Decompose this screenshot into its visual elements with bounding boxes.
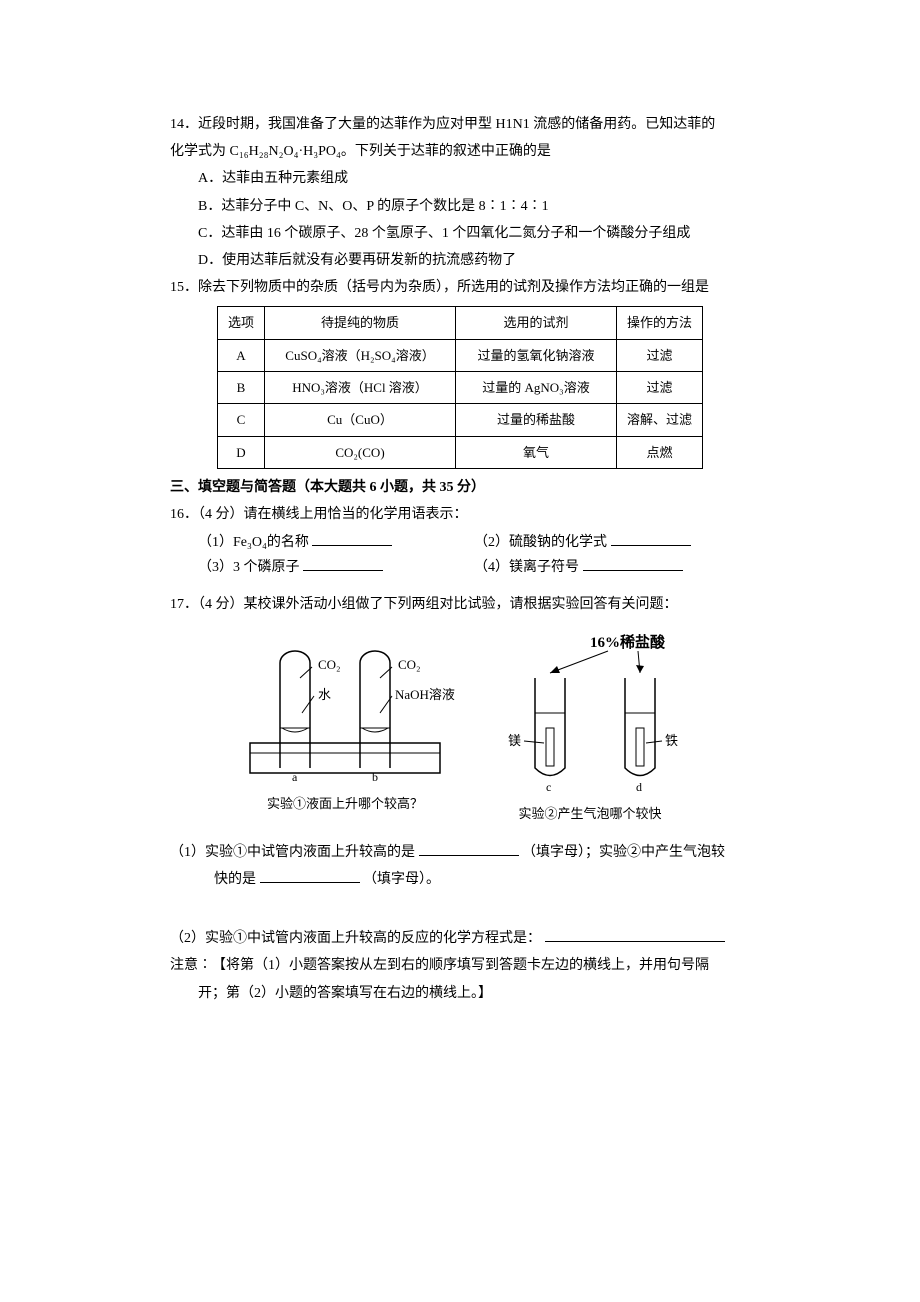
table-row: D CO₂(CO) 氧气 点燃	[217, 436, 702, 468]
exp2-caption: 实验②产生气泡哪个较快	[490, 802, 690, 825]
label-d: d	[636, 780, 642, 793]
table-row: 选项 待提纯的物质 选用的试剂 操作的方法	[217, 307, 702, 339]
blank	[419, 841, 519, 856]
q17-p1a: （1）实验①中试管内液面上升较高的是	[170, 845, 415, 860]
q14-opt-a: A．达菲由五种元素组成	[170, 166, 750, 191]
q17-p1b: （填字母）；实验②中产生气泡较	[522, 845, 725, 860]
q16-i3-label: （3）3 个磷原子	[198, 560, 300, 575]
water-label: 水	[318, 687, 331, 702]
cell-reagent: 氧气	[456, 436, 617, 468]
blank	[545, 927, 725, 942]
q17-p1c: 快的是	[214, 872, 256, 887]
q16-item4: （4）镁离子符号	[474, 555, 750, 580]
cell-sub: Cu（CuO）	[265, 404, 456, 436]
cell-sub: HNO₃溶液（HCl 溶液）	[265, 372, 456, 404]
table-row: A CuSO₄溶液（H₂SO₄溶液） 过量的氢氧化钠溶液 过滤	[217, 339, 702, 371]
cell-reagent: 过量的稀盐酸	[456, 404, 617, 436]
q17-figures: CO₂ CO₂ 水 NaOH溶液 a b 实验①液面上升哪个较高？ 16%稀盐酸	[170, 633, 750, 826]
q17-note-line2: 开；第（2）小题的答案填写在右边的横线上。】	[170, 981, 750, 1006]
hcl-label: 16%稀盐酸	[590, 633, 666, 651]
blank	[303, 556, 383, 571]
table-row: B HNO₃溶液（HCl 溶液） 过量的 AgNO₃溶液 过滤	[217, 372, 702, 404]
cell-reagent: 过量的氢氧化钠溶液	[456, 339, 617, 371]
q14-stem-line2: 化学式为 C₁₆H₂₈N₂O₄·H₃PO₄。下列关于达菲的叙述中正确的是	[170, 139, 750, 164]
q17-stem: 17．（4 分）某校课外活动小组做了下列两组对比试验，请根据实验回答有关问题：	[170, 592, 750, 617]
cell-op: 溶解、过滤	[617, 404, 703, 436]
blank	[312, 531, 392, 546]
cell-opt: D	[217, 436, 264, 468]
table-row: C Cu（CuO） 过量的稀盐酸 溶解、过滤	[217, 404, 702, 436]
fe-label: 铁	[665, 733, 678, 748]
cell-opt: A	[217, 339, 264, 371]
cell-opt: C	[217, 404, 264, 436]
cell-sub: CO₂(CO)	[265, 436, 456, 468]
co2-label: CO₂	[398, 657, 421, 672]
q14-stem-line1: 14．近段时期，我国准备了大量的达菲作为应对甲型 H1N1 流感的储备用药。已知…	[170, 112, 750, 137]
q14-opt-b: B．达菲分子中 C、N、O、P 的原子个数比是 8∶1∶4∶1	[170, 194, 750, 219]
q16-i4-label: （4）镁离子符号	[474, 560, 579, 575]
co2-label: CO₂	[318, 657, 341, 672]
experiment2-figure: 16%稀盐酸 镁 铁 c d	[490, 633, 690, 826]
blank	[611, 531, 691, 546]
experiment1-figure: CO₂ CO₂ 水 NaOH溶液 a b 实验①液面上升哪个较高？	[230, 633, 460, 826]
q17-p2a: （2）实验①中试管内液面上升较高的反应的化学方程式是：	[170, 931, 541, 946]
q14-opt-c: C．达菲由 16 个碳原子、28 个氢原子、1 个四氧化二氮分子和一个磷酸分子组…	[170, 221, 750, 246]
q16-item2: （2）硫酸钠的化学式	[474, 530, 750, 555]
q17-part2: （2）实验①中试管内液面上升较高的反应的化学方程式是：	[170, 926, 750, 951]
q15-stem: 15．除去下列物质中的杂质（括号内为杂质），所选用的试剂及操作方法均正确的一组是	[170, 275, 750, 300]
q17-note-line1: 注意∶【将第（1）小题答案按从左到右的顺序填写到答题卡左边的横线上，并用句号隔	[170, 953, 750, 978]
section3-title: 三、填空题与简答题（本大题共 6 小题，共 35 分）	[170, 475, 750, 500]
q16-item3: （3）3 个磷原子	[198, 555, 474, 580]
label-b: b	[372, 770, 378, 783]
label-a: a	[292, 770, 298, 783]
cell-sub: CuSO₄溶液（H₂SO₄溶液）	[265, 339, 456, 371]
q16-item1: （1）Fe₃O₄的名称	[198, 530, 474, 555]
q16-stem: 16．（4 分）请在横线上用恰当的化学用语表示：	[170, 502, 750, 527]
cell-op: 过滤	[617, 372, 703, 404]
q17-part1-line1: （1）实验①中试管内液面上升较高的是 （填字母）；实验②中产生气泡较	[170, 840, 750, 865]
th-sub: 待提纯的物质	[265, 307, 456, 339]
blank	[583, 556, 683, 571]
cell-op: 点燃	[617, 436, 703, 468]
th-op: 操作的方法	[617, 307, 703, 339]
exp1-svg: CO₂ CO₂ 水 NaOH溶液 a b	[230, 633, 460, 783]
blank	[260, 868, 360, 883]
q15-table: 选项 待提纯的物质 选用的试剂 操作的方法 A CuSO₄溶液（H₂SO₄溶液）…	[217, 306, 703, 469]
q16-i2-label: （2）硫酸钠的化学式	[474, 535, 607, 550]
label-c: c	[546, 780, 551, 793]
exp1-caption: 实验①液面上升哪个较高？	[230, 792, 460, 815]
cell-reagent: 过量的 AgNO₃溶液	[456, 372, 617, 404]
q14-opt-d: D．使用达菲后就没有必要再研发新的抗流感药物了	[170, 248, 750, 273]
th-opt: 选项	[217, 307, 264, 339]
exp2-svg: 16%稀盐酸 镁 铁 c d	[490, 633, 690, 793]
q17-part1-line2: 快的是 （填字母）。	[170, 867, 750, 892]
cell-opt: B	[217, 372, 264, 404]
cell-op: 过滤	[617, 339, 703, 371]
mg-label: 镁	[508, 733, 521, 748]
q16-i1-label: （1）Fe₃O₄的名称	[198, 535, 309, 550]
th-reagent: 选用的试剂	[456, 307, 617, 339]
naoh-label: NaOH溶液	[395, 687, 455, 702]
q17-p1d: （填字母）。	[363, 872, 440, 887]
